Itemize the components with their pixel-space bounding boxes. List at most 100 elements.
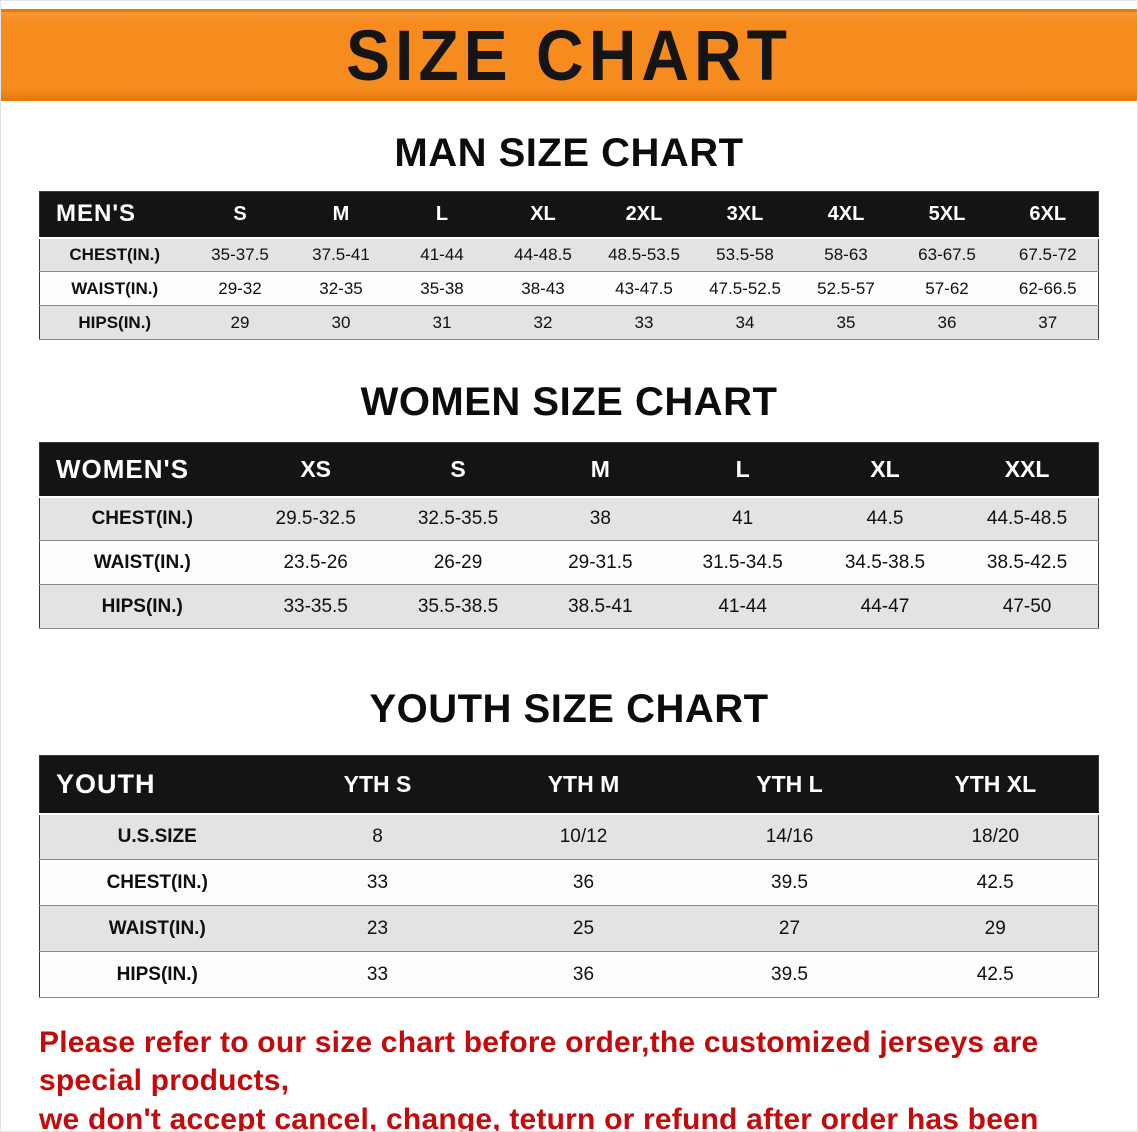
size-value-cell: 62-66.5: [1018, 278, 1077, 298]
size-value-cell: 27: [778, 917, 801, 939]
size-value-cell: 31: [432, 312, 452, 332]
size-column-header: YTH L: [756, 770, 823, 797]
size-value-cell: 29-32: [218, 278, 262, 298]
size-value-cell: 29: [984, 917, 1006, 939]
size-value-cell: 29-31.5: [568, 551, 633, 573]
disclaimer-line-1: Please refer to our size chart before or…: [39, 1026, 1039, 1098]
size-value-cell: 33: [366, 963, 389, 985]
size-value-cell: 30: [331, 312, 351, 332]
row-label: U.S.SIZE: [117, 825, 197, 847]
size-column-header: 5XL: [928, 202, 966, 225]
women-size-section: WOMEN SIZE CHART WOMEN'S XS S M L XL XXL CHEST(…: [1, 380, 1137, 629]
size-value-cell: 39.5: [771, 871, 808, 893]
men-section-title: MAN SIZE CHART: [394, 131, 744, 175]
size-column-header: M: [332, 202, 350, 225]
size-value-cell: 37.5-41: [312, 244, 370, 264]
size-value-cell: 32: [533, 312, 553, 332]
size-value-cell: 37: [1038, 312, 1058, 332]
size-value-cell: 63-67.5: [918, 244, 976, 264]
size-value-cell: 32.5-35.5: [417, 507, 499, 529]
size-value-cell: 44.5: [866, 507, 904, 529]
size-column-header: YTH S: [343, 770, 412, 797]
size-column-header: 3XL: [726, 202, 764, 225]
row-label: WAIST(IN.): [108, 917, 206, 939]
women-size-table: WOMEN'S XS S M L XL XXL CHEST(IN.) 29.5-32.5 32.5…: [39, 442, 1099, 629]
size-value-cell: 38: [589, 507, 611, 529]
table-row: HIPS(IN.) 29 30 31 32 33 34 35 36 37: [39, 305, 1099, 340]
youth-size-table: YOUTH YTH S YTH M YTH L YTH XL U.S.SIZE 8 10/12…: [39, 755, 1099, 998]
size-value-cell: 58-63: [824, 244, 868, 264]
page-title: SIZE CHART: [346, 15, 792, 95]
size-value-cell: 33: [366, 871, 389, 893]
row-label: HIPS(IN.): [78, 312, 152, 332]
size-value-cell: 14/16: [765, 825, 814, 847]
size-column-header: XXL: [1004, 455, 1050, 482]
size-value-cell: 44.5-48.5: [986, 507, 1068, 529]
youth-section-title: YOUTH SIZE CHART: [369, 687, 769, 731]
size-column-header: 2XL: [625, 202, 663, 225]
size-column-header: 4XL: [827, 202, 865, 225]
size-value-cell: 43-47.5: [615, 278, 673, 298]
size-column-header: YTH M: [547, 770, 620, 797]
women-section-title: WOMEN SIZE CHART: [360, 380, 778, 424]
table-row: CHEST(IN.) 29.5-32.5 32.5-35.5 38 41 44.5 44.5…: [39, 496, 1099, 541]
size-value-cell: 31.5-34.5: [702, 551, 783, 573]
size-value-cell: 38-43: [521, 278, 565, 298]
table-category-header: MEN'S: [56, 200, 137, 228]
size-value-cell: 38.5-42.5: [986, 551, 1068, 573]
size-value-cell: 25: [572, 917, 595, 939]
size-column-header: L: [735, 455, 750, 482]
disclaimer-line-2: we don't accept cancel, change, teturn o…: [39, 1102, 1039, 1132]
size-value-cell: 47.5-52.5: [709, 278, 781, 298]
size-value-cell: 35-38: [420, 278, 464, 298]
size-value-cell: 44-47: [860, 595, 910, 617]
table-header-row: YOUTH YTH S YTH M YTH L YTH XL: [39, 755, 1099, 814]
size-value-cell: 34.5-38.5: [844, 551, 926, 573]
size-value-cell: 29.5-32.5: [275, 507, 356, 529]
size-column-header: 6XL: [1029, 202, 1067, 225]
size-value-cell: 42.5: [976, 871, 1014, 893]
row-label: HIPS(IN.): [116, 963, 198, 985]
size-value-cell: 23: [366, 917, 389, 939]
row-label: WAIST(IN.): [93, 551, 191, 573]
size-value-cell: 41-44: [420, 244, 464, 264]
size-value-cell: 33-35.5: [283, 595, 348, 617]
size-value-cell: 41: [732, 507, 754, 529]
size-value-cell: 67.5-72: [1018, 244, 1077, 264]
table-row: U.S.SIZE 8 10/12 14/16 18/20: [39, 813, 1099, 860]
size-value-cell: 48.5-53.5: [608, 244, 680, 264]
size-value-cell: 36: [937, 312, 957, 332]
size-column-header: S: [450, 455, 466, 482]
size-value-cell: 33: [634, 312, 654, 332]
size-column-header: XS: [300, 455, 331, 482]
size-value-cell: 18/20: [971, 825, 1020, 847]
table-row: HIPS(IN.) 33-35.5 35.5-38.5 38.5-41 41-44 44-…: [39, 584, 1099, 629]
table-category-header: WOMEN'S: [56, 453, 190, 484]
size-column-header: XL: [870, 455, 900, 482]
size-value-cell: 57-62: [925, 278, 969, 298]
size-value-cell: 35-37.5: [211, 244, 269, 264]
size-value-cell: 41-44: [718, 595, 767, 617]
size-value-cell: 29: [230, 312, 250, 332]
size-column-header: S: [233, 202, 247, 225]
size-value-cell: 32-35: [319, 278, 363, 298]
size-value-cell: 23.5-26: [283, 551, 348, 573]
table-row: WAIST(IN.) 29-32 32-35 35-38 38-43 43-47.5 47.…: [39, 271, 1099, 306]
size-value-cell: 8: [372, 825, 383, 847]
table-header-row: WOMEN'S XS S M L XL XXL: [39, 442, 1099, 497]
size-value-cell: 35: [836, 312, 856, 332]
size-value-cell: 26-29: [433, 551, 483, 573]
disclaimer: Please refer to our size chart before or…: [1, 1024, 1137, 1132]
men-size-section: MAN SIZE CHART MEN'S S M L XL 2XL 3XL 4XL 5XL 6XL…: [1, 131, 1137, 340]
table-row: WAIST(IN.) 23.5-26 26-29 29-31.5 31.5-34.5 34…: [39, 540, 1099, 585]
size-value-cell: 34: [735, 312, 755, 332]
table-category-header: YOUTH: [56, 768, 156, 799]
youth-size-section: YOUTH SIZE CHART YOUTH YTH S YTH M YTH L YTH…: [1, 687, 1137, 998]
size-value-cell: 35.5-38.5: [417, 595, 499, 617]
size-value-cell: 38.5-41: [568, 595, 633, 617]
size-value-cell: 52.5-57: [817, 278, 875, 298]
size-value-cell: 47-50: [1002, 595, 1052, 617]
banner: SIZE CHART: [1, 9, 1137, 101]
men-size-table: MEN'S S M L XL 2XL 3XL 4XL 5XL 6XL CHEST(IN.) 35-37…: [39, 191, 1099, 340]
